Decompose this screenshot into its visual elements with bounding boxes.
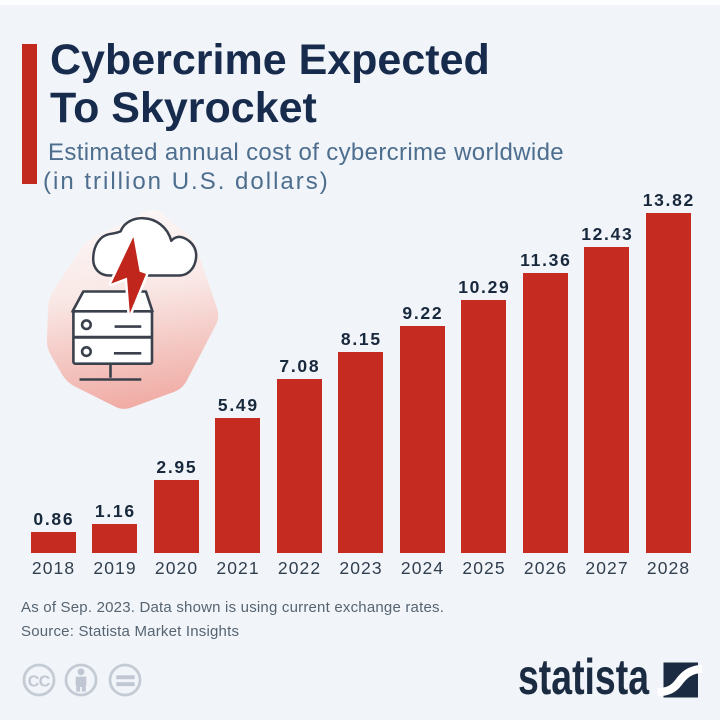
svg-text:CC: CC (28, 673, 51, 690)
svg-text:statista: statista (518, 650, 650, 705)
